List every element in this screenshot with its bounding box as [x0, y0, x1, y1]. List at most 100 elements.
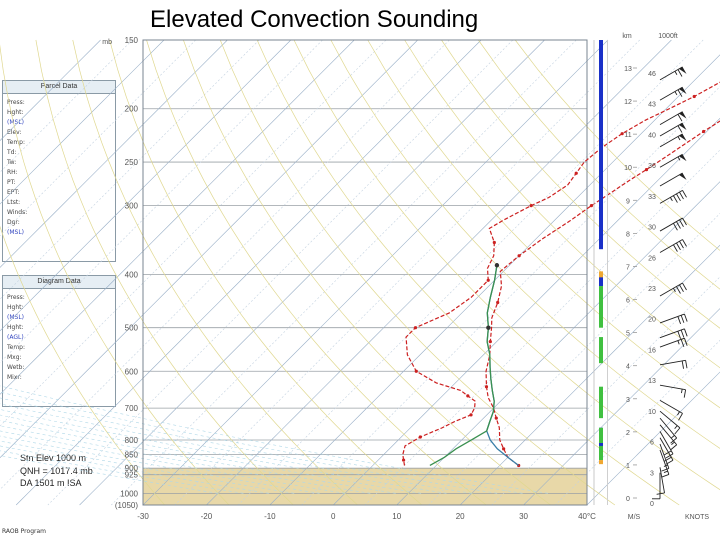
isotherm: [0, 39, 450, 490]
diagram-line-7: Wetb:: [7, 364, 25, 371]
series-point: [517, 254, 521, 258]
kft-tick-label: 6: [650, 440, 654, 447]
parcel-line-6: Tw:: [7, 159, 17, 166]
diagram-line-3: Hght:: [7, 324, 24, 331]
wind-barb: [659, 282, 687, 297]
series-line-1: [402, 81, 720, 466]
x-tick-label: 10: [392, 512, 401, 521]
kft-tick-label: 30: [648, 225, 656, 232]
cloud-bar-green: [599, 386, 603, 419]
x-tick-label: 20: [456, 512, 465, 521]
isotherm: [15, 39, 482, 506]
isotherm: [174, 39, 640, 506]
isotherm: [523, 308, 720, 506]
temperature-ticks: -30 -20 -10 0 10 20 30 40°C: [137, 512, 596, 521]
cloud-bars: [593, 40, 603, 505]
kft-tick-label: 40: [648, 132, 656, 139]
sounding-series: [401, 81, 720, 468]
cloud-bar-blue: [599, 40, 603, 250]
y-tick-label: 700: [125, 404, 139, 413]
kft-tick-label: 13: [648, 378, 656, 385]
moist-adiabat: [0, 414, 422, 494]
parcel-line-7: RH:: [7, 169, 18, 176]
wind-barb: [652, 472, 661, 500]
series-point: [484, 385, 489, 389]
cloud-bar-green: [599, 286, 603, 328]
knots-label: KNOTS: [685, 514, 709, 521]
ground-layer: [143, 468, 587, 505]
series-point: [574, 171, 578, 175]
cloud-bar-orange: [599, 271, 603, 278]
series-point: [589, 204, 594, 208]
parcel-line-5: Td:: [7, 149, 17, 156]
wind-barb: [659, 239, 687, 253]
km-tick-label: 6: [626, 298, 630, 305]
series-point: [418, 435, 422, 439]
series-point: [496, 300, 500, 305]
station-qnh: QNH = 1017.4 mb: [20, 466, 93, 476]
diagram-line-4: (AGL): [7, 334, 24, 341]
wind-barb: [659, 431, 674, 459]
brand-label: RAOB Program: [2, 528, 46, 535]
x-tick-label: -30: [137, 512, 149, 521]
kft-tick-label: 36: [648, 163, 656, 170]
wind-barb: [659, 217, 687, 232]
series-point: [692, 94, 696, 99]
diagram-line-5: Temp:: [7, 344, 26, 351]
series-line-0: [485, 120, 720, 466]
kft-axis-label: 1000ft: [658, 33, 678, 40]
wind-barb: [659, 417, 678, 444]
isotherm: [0, 39, 387, 427]
x-tick-label: 0: [331, 512, 336, 521]
series-point: [401, 458, 406, 462]
km-tick-label: 8: [626, 231, 630, 238]
x-tick-label: -10: [264, 512, 276, 521]
parcel-line-9: EPT:: [7, 189, 20, 196]
parcel-data-header: Parcel Data: [3, 81, 115, 94]
y-tick-label: (1050): [115, 501, 138, 510]
wind-barb: [659, 122, 687, 137]
station-elevation: Stn Elev 1000 m: [20, 453, 87, 463]
diagram-line-6: Mxg:: [7, 354, 22, 361]
isotherm: [47, 39, 514, 506]
y-tick-label: 800: [125, 436, 139, 445]
parcel-line-3: Elev:: [7, 129, 22, 136]
series-point: [492, 240, 496, 245]
series-point: [620, 132, 624, 136]
y-tick-label: 850: [125, 451, 139, 460]
wind-barb: [659, 449, 670, 478]
km-tick-label: 7: [626, 264, 630, 271]
x-tick-label: -20: [201, 512, 213, 521]
km-tick-label: 1: [626, 463, 630, 470]
dry-adiabat: [293, 39, 720, 491]
series-point: [469, 413, 473, 417]
cloud-bar-blue: [599, 274, 603, 287]
y-tick-label: 300: [125, 202, 139, 211]
isotherm: [491, 276, 720, 506]
kft-tick-label: 16: [648, 347, 656, 354]
kft-tick-label: 46: [648, 71, 656, 78]
isotherm: [0, 39, 418, 459]
km-tick-label: 12: [624, 99, 632, 106]
height-axes: km1312111098765432101000ft46434036333026…: [607, 33, 709, 521]
y-tick-label: 1000: [120, 489, 138, 498]
isotherm: [0, 39, 355, 395]
parcel-line-4: Temp:: [7, 139, 26, 146]
isotherm: [0, 39, 165, 205]
ground-fill: [143, 468, 587, 505]
isotherm: [0, 39, 228, 268]
wind-barb: [659, 86, 687, 101]
km-tick-label: 4: [626, 364, 630, 371]
cloud-bar-green: [599, 445, 603, 461]
parcel-marker: [486, 325, 491, 330]
km-tick-label: 2: [626, 430, 630, 437]
wind-barb: [659, 400, 683, 421]
moist-adiabat: [0, 403, 472, 494]
diagram-line-2: (MSL): [7, 314, 25, 321]
parcel-line-13: (MSL): [7, 229, 25, 236]
series-line-3: [429, 265, 498, 467]
y-tick-label: 925: [125, 471, 139, 480]
